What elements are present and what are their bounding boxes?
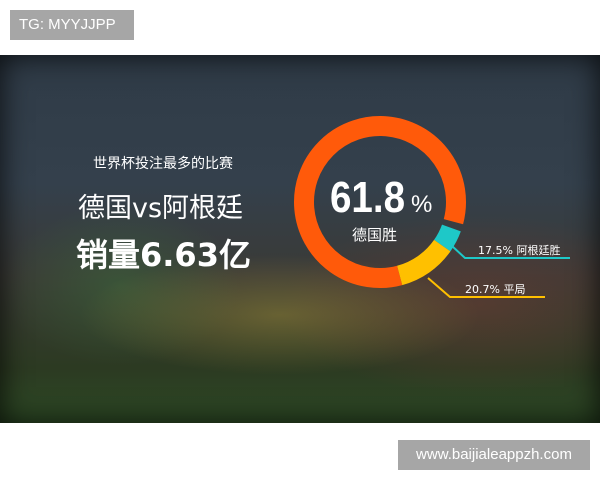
center-unit: % [411, 191, 432, 218]
label-argentina: 17.5% 阿根廷胜 [478, 243, 560, 257]
center-label: 德国胜 [352, 226, 397, 244]
sales-figure: 销量6.63亿 [76, 236, 251, 274]
subtitle: 世界杯投注最多的比赛 [93, 156, 233, 172]
watermark-bottom: www.baijialeappzh.com [398, 440, 590, 470]
match-title: 德国vs阿根廷 [78, 193, 244, 224]
label-draw: 20.7% 平局 [465, 283, 525, 296]
donut-slice-1 [433, 224, 461, 252]
leader-line-argentina [451, 245, 570, 259]
leader-line-draw [427, 277, 545, 298]
donut-slice-0 [294, 116, 466, 288]
center-value: 61.8 [330, 173, 405, 222]
background-photo [0, 55, 600, 423]
watermark-top: TG: MYYJJPP [10, 10, 134, 40]
donut-slice-2 [396, 239, 451, 286]
